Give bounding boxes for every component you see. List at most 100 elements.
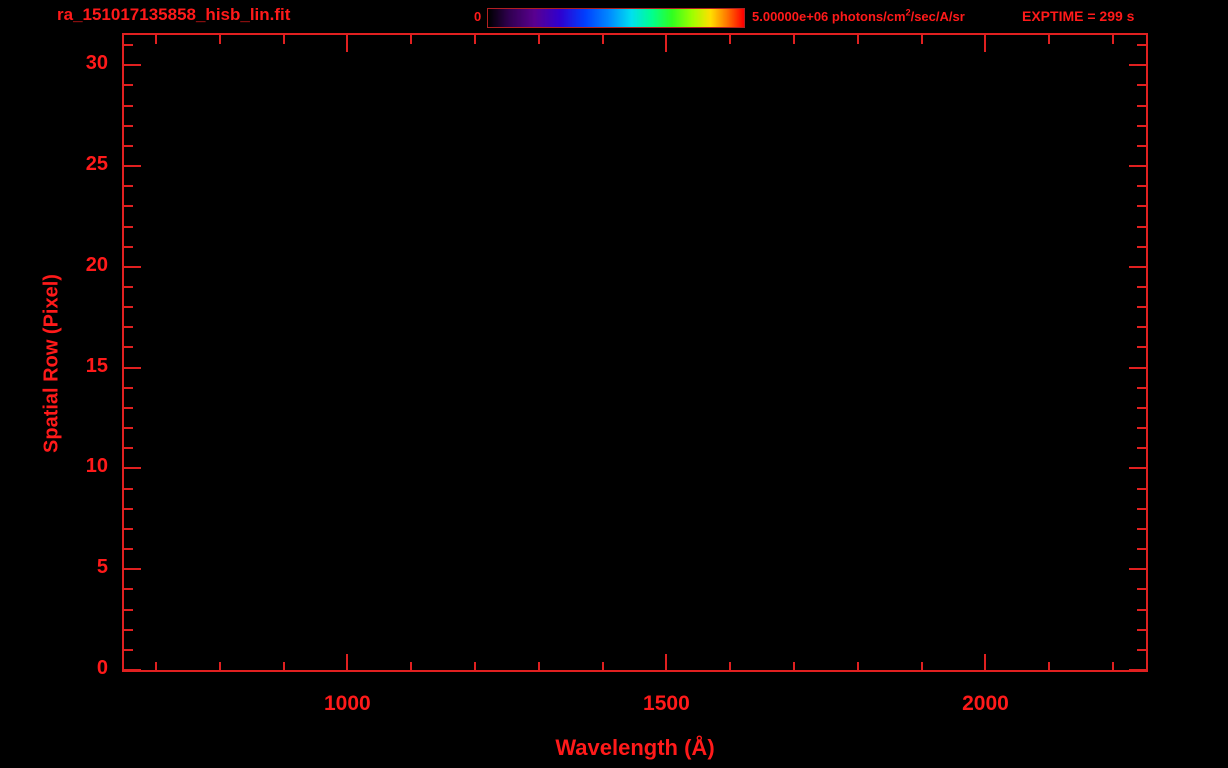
x-top-minor-tick-1700 [793, 35, 795, 44]
y-right-major-tick-10 [1129, 467, 1146, 469]
y-right-major-tick-0 [1129, 669, 1146, 671]
y-minor-tick-12 [124, 427, 133, 429]
y-major-tick-10 [124, 467, 141, 469]
y-major-tick-15 [124, 367, 141, 369]
y-minor-tick-24 [124, 185, 133, 187]
x-top-minor-tick-800 [219, 35, 221, 44]
y-minor-tick-19 [124, 286, 133, 288]
x-minor-tick-1100 [410, 662, 412, 671]
y-minor-tick-28 [124, 105, 133, 107]
y-tick-label-15: 15 [85, 354, 108, 377]
y-major-tick-30 [124, 64, 141, 66]
y-right-major-tick-30 [1129, 64, 1146, 66]
x-minor-tick-1300 [538, 662, 540, 671]
colorbar-gradient [488, 9, 744, 27]
y-right-major-tick-25 [1129, 165, 1146, 167]
colorbar-max-label: 5.00000e+06 photons/cm2/sec/A/sr [752, 7, 965, 24]
y-right-minor-tick-8 [1137, 508, 1146, 510]
x-top-minor-tick-2200 [1112, 35, 1114, 44]
y-minor-tick-3 [124, 609, 133, 611]
x-top-minor-tick-1300 [538, 35, 540, 44]
x-minor-tick-1900 [921, 662, 923, 671]
y-minor-tick-17 [124, 326, 133, 328]
x-top-minor-tick-1800 [857, 35, 859, 44]
colorbar-max-value: 5.00000e+06 [752, 9, 829, 24]
y-right-minor-tick-6 [1137, 548, 1146, 550]
y-minor-tick-13 [124, 407, 133, 409]
y-tick-label-30: 30 [85, 52, 108, 75]
y-right-minor-tick-24 [1137, 185, 1146, 187]
x-tick-label-2000: 2000 [962, 692, 1009, 715]
x-top-minor-tick-1400 [602, 35, 604, 44]
y-right-minor-tick-23 [1137, 205, 1146, 207]
y-right-minor-tick-17 [1137, 326, 1146, 328]
y-right-minor-tick-2 [1137, 629, 1146, 631]
colorbar-units-post: /sec/A/sr [910, 9, 965, 24]
y-minor-tick-23 [124, 205, 133, 207]
x-top-major-tick-1500 [665, 35, 667, 52]
x-tick-label-1500: 1500 [643, 692, 690, 715]
y-minor-tick-7 [124, 528, 133, 530]
x-minor-tick-1600 [729, 662, 731, 671]
y-right-minor-tick-11 [1137, 447, 1146, 449]
x-minor-tick-1800 [857, 662, 859, 671]
y-major-tick-0 [124, 669, 141, 671]
y-right-minor-tick-13 [1137, 407, 1146, 409]
y-right-minor-tick-31 [1137, 44, 1146, 46]
x-top-minor-tick-1200 [474, 35, 476, 44]
x-top-minor-tick-2100 [1048, 35, 1050, 44]
y-right-minor-tick-12 [1137, 427, 1146, 429]
x-minor-tick-1400 [602, 662, 604, 671]
y-minor-tick-11 [124, 447, 133, 449]
x-major-tick-1000 [346, 654, 348, 671]
y-minor-tick-16 [124, 346, 133, 348]
y-minor-tick-1 [124, 649, 133, 651]
x-minor-tick-1200 [474, 662, 476, 671]
y-tick-label-5: 5 [96, 556, 108, 579]
y-right-minor-tick-26 [1137, 145, 1146, 147]
colorbar [487, 8, 745, 28]
colorbar-units-exponent: 2 [905, 7, 911, 18]
y-right-minor-tick-1 [1137, 649, 1146, 651]
y-right-minor-tick-7 [1137, 528, 1146, 530]
y-right-minor-tick-19 [1137, 286, 1146, 288]
x-top-major-tick-2000 [984, 35, 986, 52]
y-tick-label-0: 0 [96, 657, 108, 679]
y-minor-tick-6 [124, 548, 133, 550]
x-top-minor-tick-1900 [921, 35, 923, 44]
x-axis-title: Wavelength (Å) [555, 735, 715, 760]
y-right-minor-tick-9 [1137, 488, 1146, 490]
colorbar-units-pre: photons/cm [828, 9, 906, 24]
x-top-minor-tick-700 [155, 35, 157, 44]
x-top-minor-tick-1100 [410, 35, 412, 44]
y-minor-tick-18 [124, 306, 133, 308]
y-right-minor-tick-18 [1137, 306, 1146, 308]
x-minor-tick-800 [219, 662, 221, 671]
x-top-minor-tick-900 [283, 35, 285, 44]
y-right-major-tick-5 [1129, 568, 1146, 570]
y-minor-tick-21 [124, 246, 133, 248]
y-minor-tick-31 [124, 44, 133, 46]
y-minor-tick-2 [124, 629, 133, 631]
x-major-tick-2000 [984, 654, 986, 671]
y-right-minor-tick-29 [1137, 84, 1146, 86]
y-right-minor-tick-28 [1137, 105, 1146, 107]
y-major-tick-20 [124, 266, 141, 268]
y-minor-tick-29 [124, 84, 133, 86]
y-right-minor-tick-21 [1137, 246, 1146, 248]
x-minor-tick-2100 [1048, 662, 1050, 671]
x-minor-tick-700 [155, 662, 157, 671]
x-tick-label-1000: 1000 [323, 692, 371, 715]
y-tick-label-25: 25 [85, 153, 108, 176]
plot-frame [122, 33, 1148, 672]
y-right-major-tick-15 [1129, 367, 1146, 369]
y-minor-tick-4 [124, 588, 133, 590]
x-minor-tick-1700 [793, 662, 795, 671]
y-minor-tick-26 [124, 145, 133, 147]
x-major-tick-1500 [665, 654, 667, 671]
y-major-tick-25 [124, 165, 141, 167]
y-tick-label-20: 20 [85, 253, 108, 276]
page-title: ra_151017135858_hisb_lin.fit [57, 5, 291, 24]
y-minor-tick-27 [124, 125, 133, 127]
